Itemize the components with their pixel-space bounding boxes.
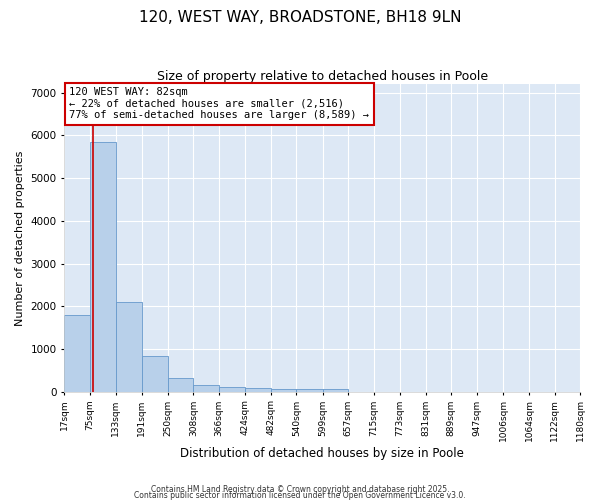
Bar (193, 384, 219, 392)
Bar (245, 388, 271, 392)
Bar (142, 356, 168, 392)
Bar (90, 142, 116, 392)
Bar (271, 389, 296, 392)
Text: 120 WEST WAY: 82sqm
← 22% of detached houses are smaller (2,516)
77% of semi-det: 120 WEST WAY: 82sqm ← 22% of detached ho… (70, 87, 370, 120)
Title: Size of property relative to detached houses in Poole: Size of property relative to detached ho… (157, 70, 488, 83)
Bar (64, 315, 90, 392)
X-axis label: Distribution of detached houses by size in Poole: Distribution of detached houses by size … (181, 447, 464, 460)
Bar (323, 390, 349, 392)
Y-axis label: Number of detached properties: Number of detached properties (15, 150, 25, 326)
Bar (116, 302, 142, 392)
Text: Contains public sector information licensed under the Open Government Licence v3: Contains public sector information licen… (134, 492, 466, 500)
Text: Contains HM Land Registry data © Crown copyright and database right 2025.: Contains HM Land Registry data © Crown c… (151, 486, 449, 494)
Bar (296, 389, 323, 392)
Bar (168, 378, 193, 392)
Bar (219, 388, 245, 392)
Text: 120, WEST WAY, BROADSTONE, BH18 9LN: 120, WEST WAY, BROADSTONE, BH18 9LN (139, 10, 461, 25)
